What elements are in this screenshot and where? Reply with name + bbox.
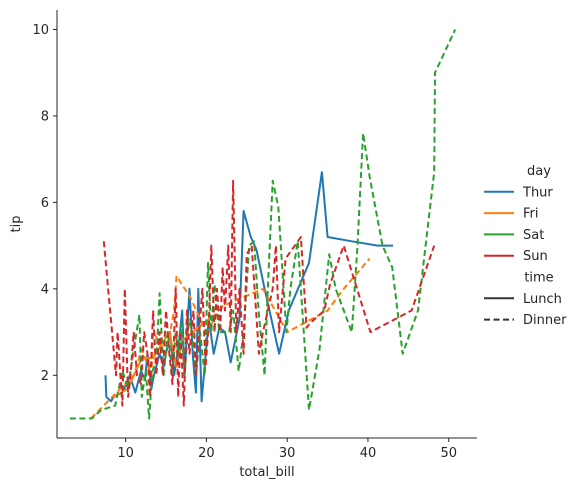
legend-title-day: day [527, 164, 551, 179]
x-tick-label: 10 [117, 446, 134, 461]
series-line-thur-lunch [104, 171, 393, 403]
legend-label-dinner: Dinner [523, 313, 567, 328]
legend-title-time: time [524, 271, 553, 286]
y-tick-label: 10 [32, 23, 49, 38]
x-tick-label: 50 [440, 446, 457, 461]
legend: day Thur Fri Sat Sun time Lunch Dinner [484, 164, 567, 328]
y-axis-label: tip [9, 216, 24, 233]
y-tick-label: 4 [41, 282, 49, 297]
series-line-sat-dinner [69, 29, 457, 420]
legend-label-lunch: Lunch [523, 292, 562, 307]
legend-label-sat: Sat [523, 228, 544, 243]
legend-label-thur: Thur [522, 185, 553, 200]
legend-label-fri: Fri [523, 207, 539, 222]
series-lines [69, 29, 457, 420]
x-tick-label: 20 [198, 446, 215, 461]
axes [56, 10, 477, 439]
x-ticks: 10 20 30 40 50 [117, 438, 457, 461]
series-line-fri-dinner [90, 257, 371, 420]
y-tick-label: 6 [41, 196, 49, 211]
y-tick-label: 2 [41, 369, 49, 384]
x-tick-label: 30 [279, 446, 296, 461]
x-tick-label: 40 [360, 446, 377, 461]
series-line-sun-dinner [102, 179, 436, 407]
legend-label-sun: Sun [523, 249, 548, 264]
y-tick-label: 8 [41, 109, 49, 124]
x-axis-label: total_bill [239, 465, 294, 480]
y-ticks: 2 4 6 8 10 [32, 23, 57, 384]
